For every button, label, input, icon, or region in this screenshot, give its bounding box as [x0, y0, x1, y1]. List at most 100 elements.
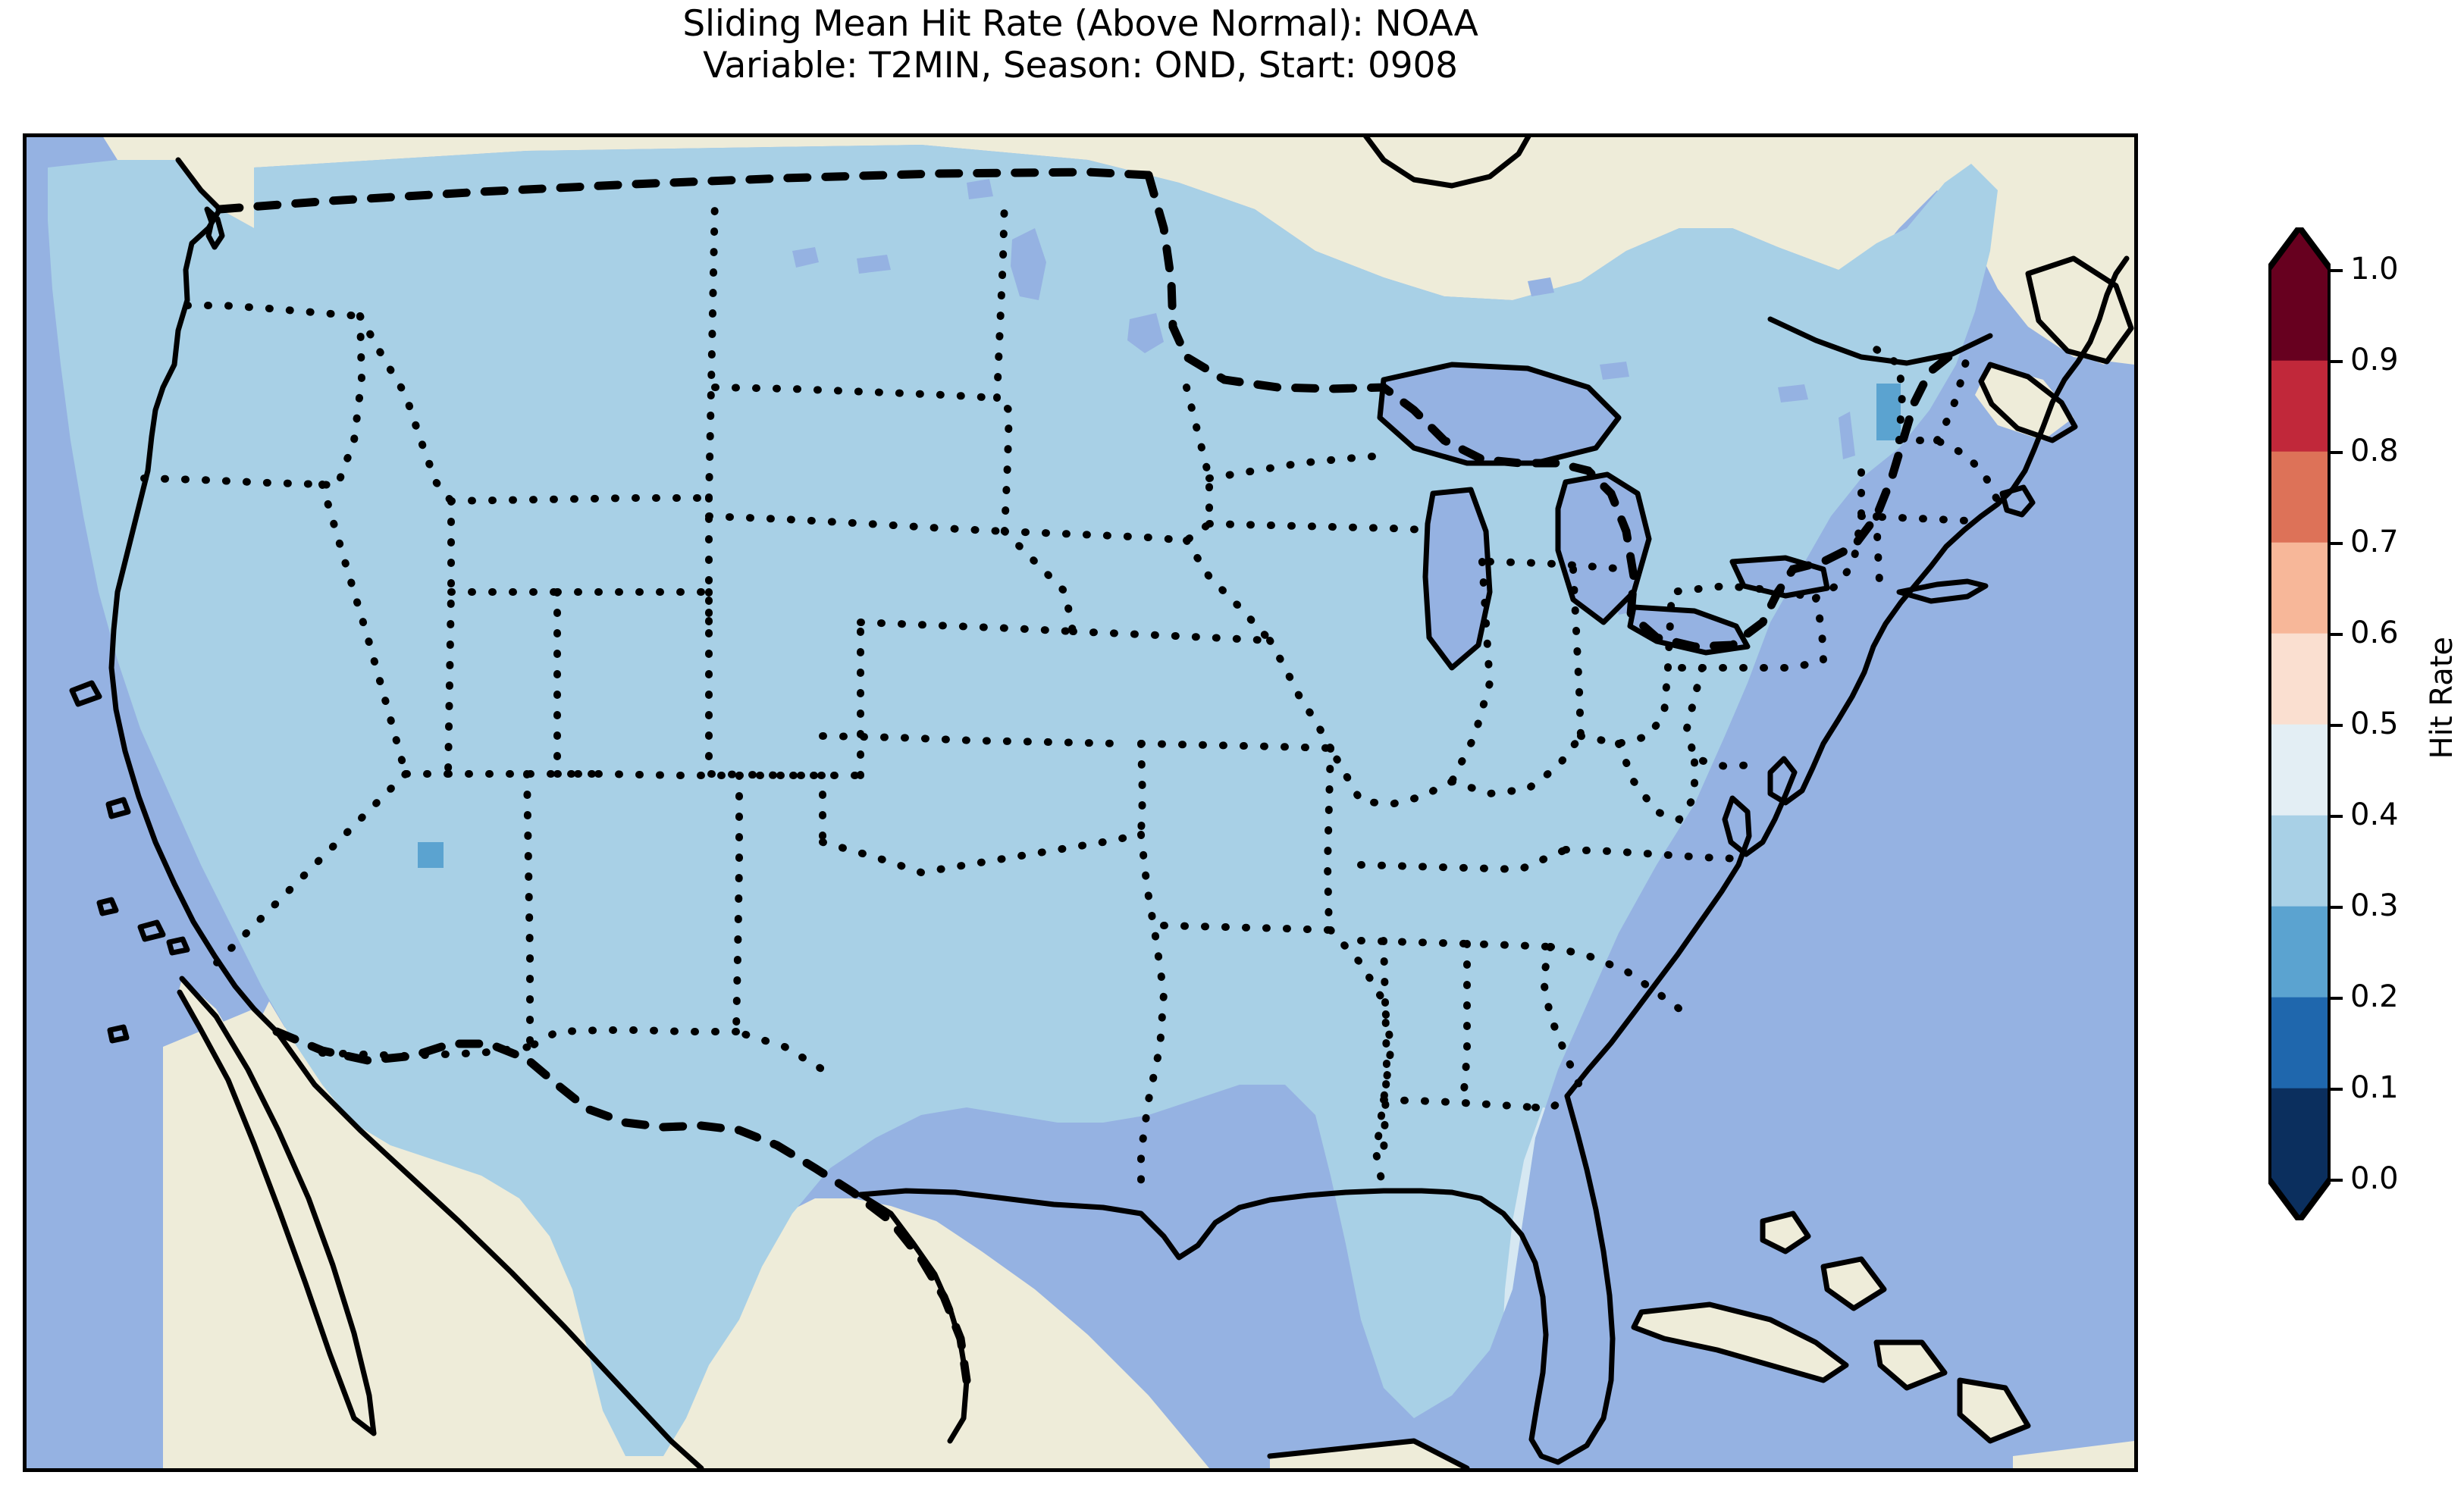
state-border-ia-mo — [1069, 628, 1274, 644]
state-border-ms-al — [1380, 937, 1391, 1157]
state-border-nd-sd — [711, 384, 1001, 402]
state-border-mn-ia — [1001, 528, 1190, 544]
coastline-cape-cod — [1999, 484, 2036, 518]
colorbar-over-arrow — [2268, 227, 2331, 269]
outline-lake-ontario — [1729, 555, 1830, 599]
lake-small-5 — [1600, 362, 1629, 380]
colorbar-tick-label: 0.4 — [2350, 797, 2399, 832]
colorbar-tick-mark — [2331, 542, 2343, 545]
islet-6 — [69, 680, 102, 707]
state-border-wi-il — [1205, 520, 1429, 534]
colorbar-band — [2268, 269, 2331, 361]
state-border-in-oh — [1569, 565, 1585, 740]
colorbar-tick-label: 0.2 — [2350, 979, 2399, 1014]
state-border-mo-ia-il — [1266, 637, 1334, 752]
state-border-az-nm — [523, 770, 534, 1051]
colorbar-tick-label: 0.3 — [2350, 888, 2399, 923]
band-0.2-0.3-cell-nh — [1876, 384, 1901, 440]
colorbar-tick-mark — [2331, 451, 2343, 454]
colorbar-band — [2268, 906, 2331, 998]
lake-champlain — [1839, 412, 1855, 459]
colorbar-tick-label: 0.8 — [2350, 434, 2399, 468]
state-border-nd-mn — [993, 194, 1008, 402]
colorbar-tick-mark — [2331, 906, 2343, 909]
title-line-1: Sliding Mean Hit Rate (Above Normal): NO… — [682, 3, 1478, 45]
state-border-ga-fl-al — [1380, 1096, 1539, 1111]
islet-2 — [137, 919, 166, 942]
state-border-tx-la — [1137, 831, 1168, 1202]
colorbar-band — [2268, 360, 2331, 452]
lake-of-the-woods — [1127, 313, 1164, 353]
state-border-mo-ar — [1137, 740, 1334, 752]
colorbar-tick-mark — [2331, 360, 2343, 363]
outline-yucatan — [1267, 1438, 1470, 1468]
state-border-nh-me — [1933, 346, 1973, 444]
state-border-nv-ut — [444, 497, 455, 778]
figure-title: Sliding Mean Hit Rate (Above Normal): NO… — [0, 3, 2161, 87]
islet-4 — [107, 1024, 130, 1044]
outline-lake-huron — [1555, 471, 1652, 625]
outline-lake-michigan — [1422, 487, 1493, 671]
coastline-atlantic — [1564, 255, 2130, 1099]
conus-hit-rate-map — [27, 137, 2134, 1468]
state-border-il-in — [1448, 558, 1494, 785]
coastline-baja-east — [177, 989, 377, 1436]
islet-3 — [166, 936, 190, 956]
islet-5 — [105, 797, 131, 819]
state-border-ne-ks — [857, 619, 1077, 635]
coastline-florida-east — [1555, 1093, 1616, 1465]
outline-bahamas-4 — [1957, 1377, 2031, 1444]
state-border-ok-ar — [1137, 740, 1147, 838]
nova-scotia-land — [1975, 365, 2074, 440]
coastline-west — [108, 157, 280, 1035]
colorbar-band — [2268, 1088, 2331, 1179]
state-border-co-nm — [553, 770, 743, 779]
cuba-island — [1634, 1305, 1846, 1380]
state-border-nm-tx-south — [526, 1026, 740, 1051]
colorbar-tick-mark — [2331, 997, 2343, 1000]
colorbar-tick-label: 0.7 — [2350, 525, 2399, 559]
colorbar-gradient — [2268, 227, 2331, 1220]
lake-huron — [1558, 475, 1649, 622]
mexico-land — [254, 1001, 1209, 1468]
colorbar-tick-label: 0.6 — [2350, 615, 2399, 650]
yucatan-land — [1270, 1441, 1467, 1468]
colorbar-tick-label: 0.1 — [2350, 1070, 2399, 1105]
state-border-sc-ga — [1538, 943, 1585, 1092]
state-border-nc-sc — [1547, 943, 1683, 1013]
coastline-gulf-louisiana — [857, 1188, 1455, 1261]
colorbar-axis-label: Hit Rate — [2425, 637, 2459, 760]
colorbar-tick-mark — [2331, 269, 2343, 272]
border-us-canada-great-lakes — [1144, 171, 1957, 651]
atlantic-canada-land — [2020, 258, 2134, 365]
colorbar-tick-label: 1.0 — [2350, 252, 2399, 287]
state-border-co-ks-ne — [705, 588, 864, 779]
coastline-long-island — [1896, 578, 1989, 604]
colorbar-band — [2268, 724, 2331, 816]
coastline-layer — [69, 137, 2134, 1468]
lake-small-1 — [792, 247, 819, 268]
state-border-ar-la — [1160, 922, 1334, 934]
state-border-wa-or — [183, 302, 364, 320]
colorbar-tick-label: 0.0 — [2350, 1161, 2399, 1196]
state-border-mt-nd — [705, 194, 719, 502]
lake-winnipeg — [1011, 228, 1046, 300]
state-border-la-ms — [1327, 926, 1396, 1195]
state-border-md-va — [1682, 664, 1759, 771]
state-border-il-ia-mo — [1183, 537, 1274, 644]
outline-bahamas-2 — [1820, 1256, 1887, 1311]
coastline-baja-west — [179, 976, 377, 1436]
map-panel[interactable] — [23, 133, 2138, 1472]
colorbar-tick-label: 0.9 — [2350, 343, 2399, 377]
colorbar[interactable]: 0.0 0.1 0.2 0.3 0.4 0.5 0.6 0.7 0.8 0.9 1.0 Hit Ra… — [2268, 227, 2459, 1304]
outline-bahamas-1 — [1760, 1211, 1811, 1254]
coastline-mexico-west — [274, 1029, 704, 1468]
baja-california-land — [178, 979, 371, 1426]
state-border-or-id — [318, 312, 366, 490]
islet-1 — [96, 897, 119, 916]
outline-lake-erie — [1627, 604, 1751, 656]
state-border-id-mt — [356, 312, 455, 505]
canada-land — [103, 137, 2134, 365]
lake-small-2 — [857, 255, 891, 274]
